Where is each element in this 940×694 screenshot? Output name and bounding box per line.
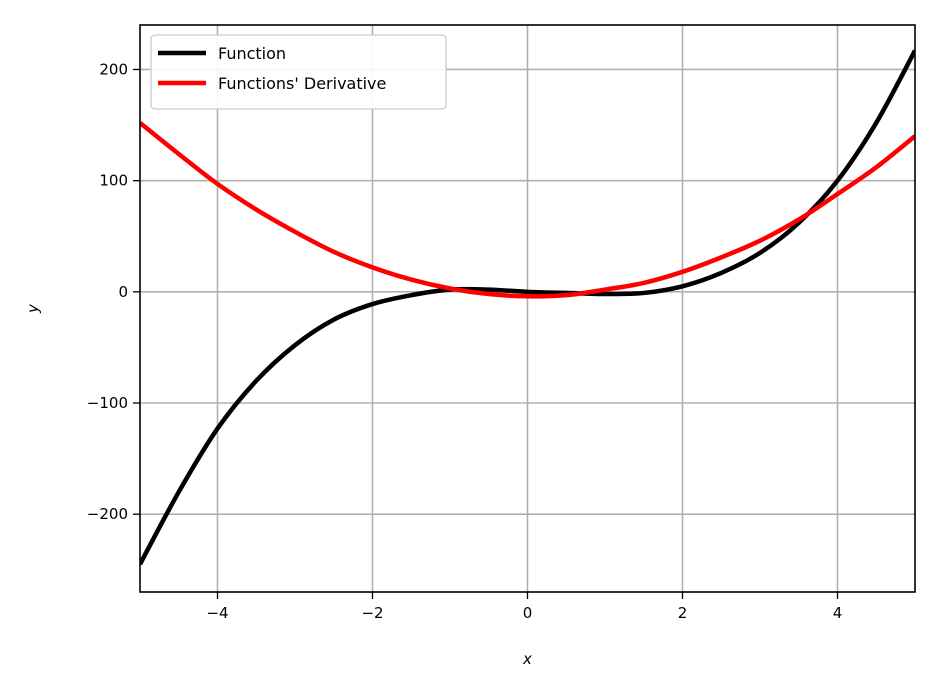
ticks: −4 −2 0 2 4 −200 −100 0 100 200 (87, 60, 842, 622)
x-tick-label: −2 (361, 604, 383, 622)
legend: Function Functions' Derivative (150, 34, 447, 110)
x-tick-label: 2 (678, 604, 688, 622)
x-tick-label: 4 (833, 604, 843, 622)
x-tick-label: −4 (206, 604, 228, 622)
x-tick-label: 0 (523, 604, 533, 622)
y-tick-label: 100 (99, 172, 128, 190)
y-tick-label: 200 (99, 60, 128, 78)
series-layer (140, 49, 915, 566)
legend-entry-0: Function (218, 44, 286, 63)
series-line-1 (140, 121, 915, 299)
y-tick-label: −200 (87, 505, 128, 523)
y-tick-label: 0 (118, 283, 128, 301)
y-tick-label: −100 (87, 394, 128, 412)
legend-box (150, 34, 447, 110)
x-axis-label: x (522, 650, 532, 668)
legend-entry-1: Functions' Derivative (218, 74, 386, 93)
grid (140, 25, 915, 592)
y-axis-label: y (24, 303, 42, 314)
series-line-0 (140, 49, 915, 566)
